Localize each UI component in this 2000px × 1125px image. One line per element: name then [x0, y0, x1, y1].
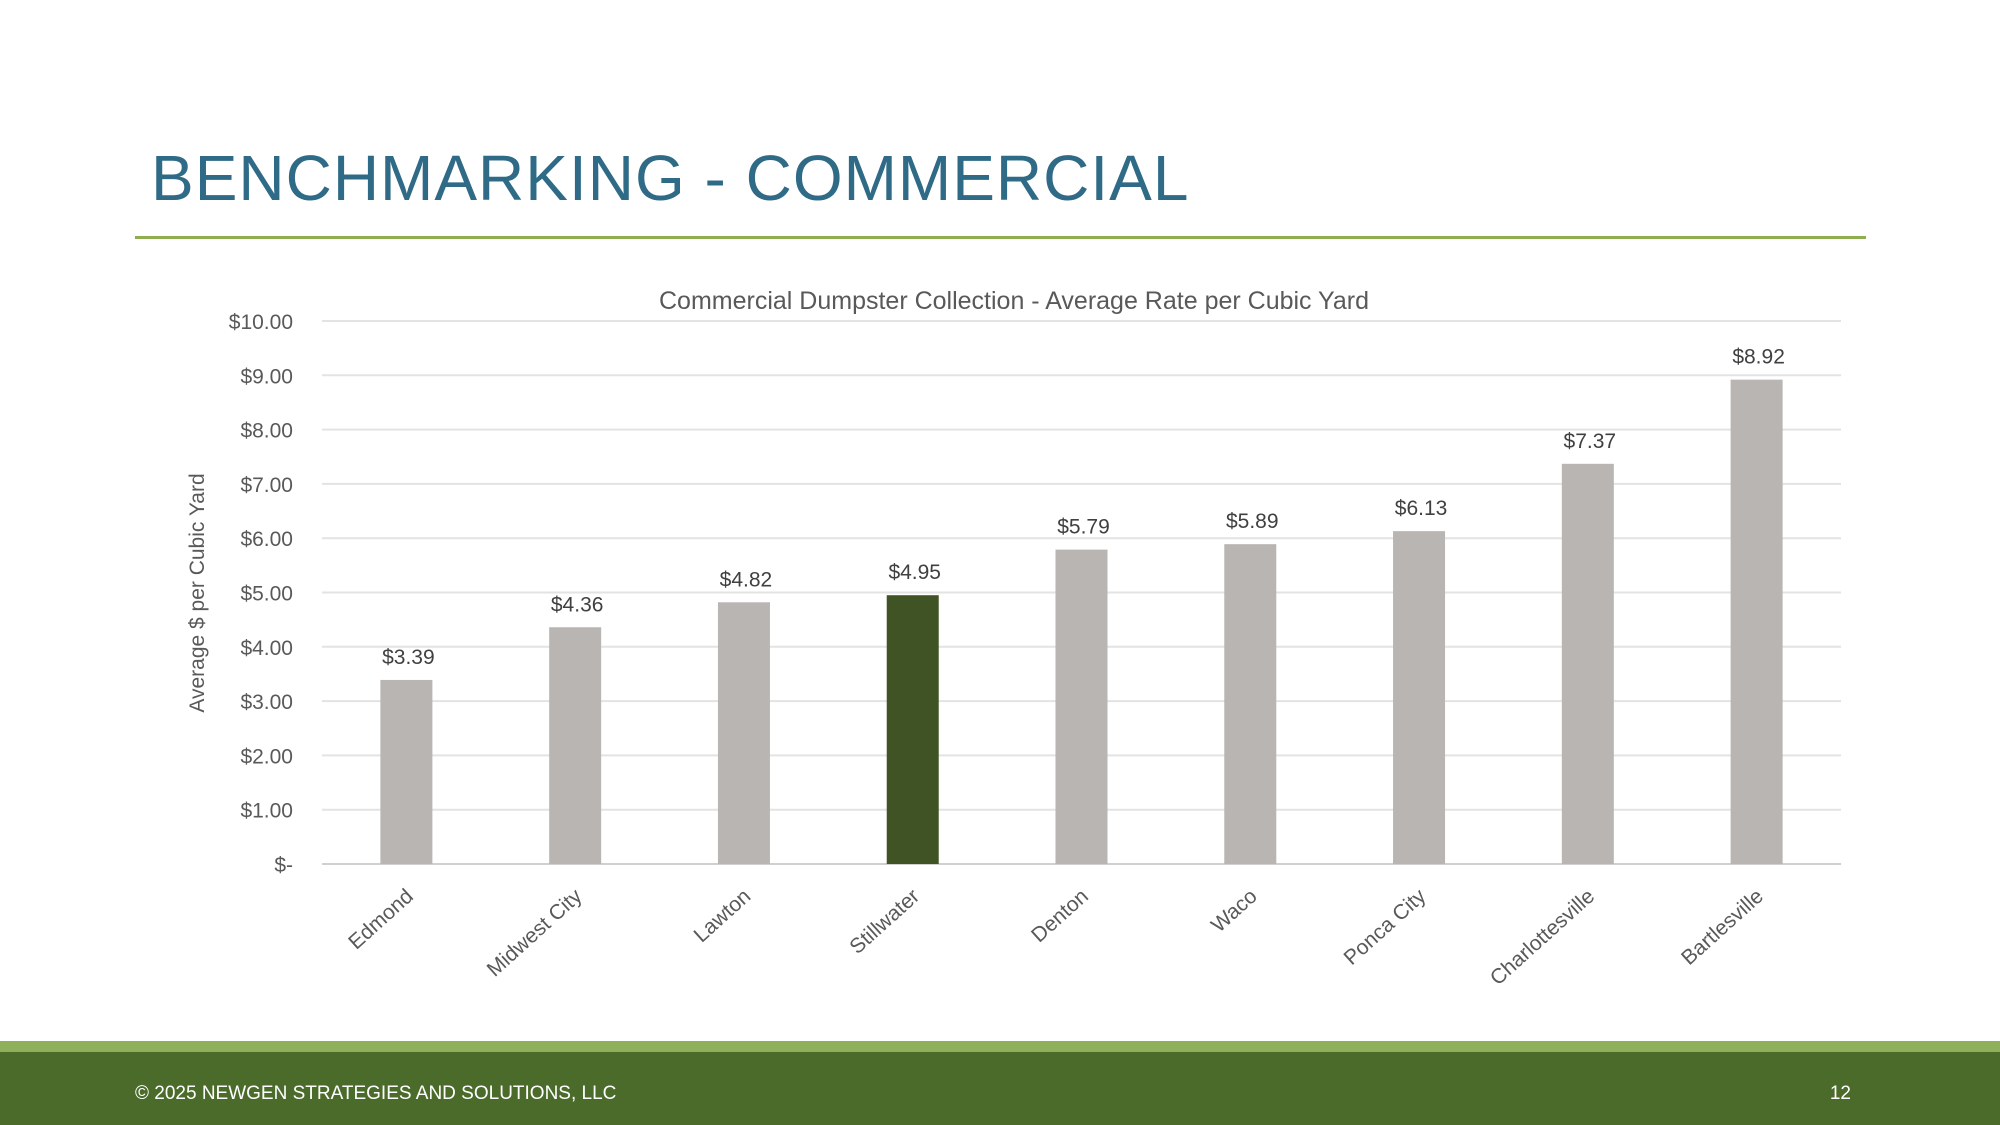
y-tick-label: $9.00: [240, 365, 293, 388]
data-label: $5.89: [1226, 510, 1279, 533]
x-tick-label: Lawton: [690, 885, 756, 947]
data-label: $7.37: [1564, 430, 1617, 453]
y-tick-label: $4.00: [240, 637, 293, 660]
chart-title: Commercial Dumpster Collection - Average…: [659, 287, 1369, 315]
bar-lawton: [717, 602, 770, 864]
x-tick-label: Edmond: [344, 885, 418, 954]
bar-waco: [1224, 544, 1277, 864]
data-label: $3.39: [382, 646, 435, 669]
y-tick-label: $10.00: [229, 311, 293, 334]
y-axis-label: Average $ per Cubic Yard: [186, 473, 209, 712]
x-tick-label: Bartlesville: [1677, 885, 1768, 970]
y-tick-label: $2.00: [240, 745, 293, 768]
bar-edmond: [380, 679, 433, 864]
x-axis-ticks: Edmond Midwest City Lawton Stillwater Denton…: [344, 884, 1768, 990]
data-labels: $3.39 $4.36 $4.82 $4.95 $5.79 $5.89 $6.13 $7.37…: [382, 346, 1785, 669]
y-tick-label: $6.00: [240, 528, 293, 551]
x-tick-label: Denton: [1027, 885, 1093, 947]
x-tick-label: Waco: [1207, 885, 1262, 937]
bars: [380, 379, 1783, 864]
bar-bartlesville: [1730, 379, 1783, 864]
slide-number: 12: [1829, 1083, 1851, 1104]
y-tick-label: $7.00: [240, 474, 293, 497]
y-tick-label: $5.00: [240, 583, 293, 606]
bar-chart: Commercial Dumpster Collection - Average…: [186, 287, 1841, 990]
x-tick-label: Charlottesville: [1486, 885, 1599, 990]
data-label: $4.82: [720, 568, 773, 591]
data-label: $6.13: [1395, 497, 1448, 520]
data-label: $4.36: [551, 593, 604, 616]
x-tick-label: Midwest City: [483, 884, 587, 981]
y-tick-label: $-: [274, 854, 293, 877]
slide-title: BENCHMARKING - COMMERCIAL: [151, 142, 1190, 214]
x-tick-label: Stillwater: [845, 885, 924, 959]
footer-accent-strip: [0, 1041, 2000, 1052]
y-tick-label: $1.00: [240, 800, 293, 823]
bar-midwest-city: [549, 627, 602, 864]
title-divider: [135, 236, 1866, 239]
y-axis-ticks: $- $1.00 $2.00 $3.00 $4.00 $5.00 $6.00 $7.00 $8.…: [229, 311, 293, 877]
x-tick-label: Ponca City: [1340, 884, 1431, 969]
data-label: $5.79: [1057, 516, 1110, 539]
y-tick-label: $8.00: [240, 420, 293, 443]
data-label: $8.92: [1732, 346, 1785, 369]
data-label: $4.95: [888, 561, 941, 584]
footer-copyright: © 2025 NEWGEN STRATEGIES AND SOLUTIONS, …: [135, 1083, 617, 1104]
bar-denton: [1055, 549, 1108, 864]
bar-ponca-city: [1393, 531, 1446, 864]
y-tick-label: $3.00: [240, 691, 293, 714]
bar-charlottesville: [1561, 463, 1614, 864]
bar-stillwater: [886, 595, 939, 864]
footer-band: © 2025 NEWGEN STRATEGIES AND SOLUTIONS, …: [0, 1041, 2000, 1125]
